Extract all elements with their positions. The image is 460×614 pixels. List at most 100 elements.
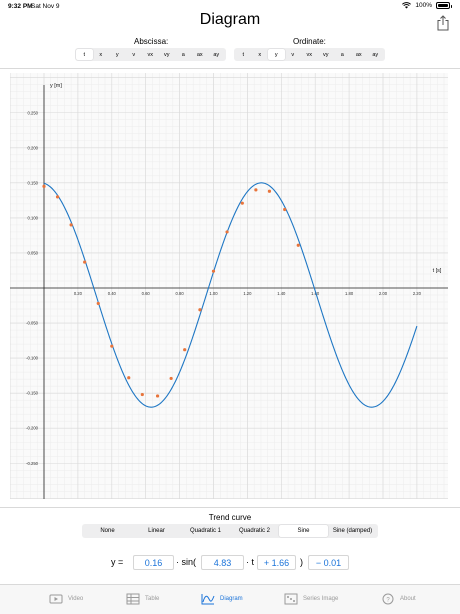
abscissa-option-t[interactable]: t (76, 49, 93, 60)
tab-video[interactable]: Video (49, 592, 83, 606)
ordinate-option-x[interactable]: x (258, 51, 262, 58)
ordinate-option-t[interactable]: t (242, 51, 245, 58)
data-point (254, 188, 258, 192)
y-tick-label: -0.150 (26, 391, 39, 396)
ordinate-option-ay[interactable]: ay (372, 51, 379, 58)
ordinate-option-vy[interactable]: vy (323, 51, 329, 58)
formula-sin-open: · sin( (176, 557, 196, 567)
battery-percent: 100% (415, 2, 432, 9)
data-point (240, 201, 244, 205)
abscissa-label: Abscissa: (134, 37, 169, 46)
ordinate-selector: t x y v vx vy a ax ay (234, 48, 385, 61)
trend-option-linear[interactable]: Linear (148, 528, 165, 534)
abscissa-option-x[interactable]: x (99, 51, 103, 58)
param-b-field[interactable]: 4.83 (201, 555, 244, 570)
y-tick-label: -0.250 (26, 461, 39, 466)
x-tick-label: 0.40 (108, 291, 117, 296)
formula-y-equals: y = (111, 557, 124, 567)
ordinate-option-a[interactable]: a (340, 51, 344, 58)
data-point (110, 344, 114, 348)
abscissa-option-a[interactable]: a (181, 51, 185, 58)
data-point (96, 301, 100, 306)
data-point (42, 184, 46, 188)
y-tick-label: -0.050 (26, 321, 39, 326)
param-d-field[interactable]: − 0.01 (308, 555, 349, 570)
y-axis-label: y [m] (50, 83, 62, 89)
ordinate-option-ax[interactable]: ax (355, 51, 362, 58)
data-point (183, 348, 187, 352)
data-point (69, 223, 73, 227)
data-point (55, 195, 60, 199)
series-image-icon (284, 593, 298, 605)
tab-series-image[interactable]: Series Image (284, 592, 338, 606)
abscissa-option-y[interactable]: y (115, 51, 119, 58)
about-icon: ? (382, 593, 394, 605)
trend-option-quadratic-1[interactable]: Quadratic 1 (189, 528, 222, 534)
abscissa-option-ay[interactable]: ay (213, 51, 220, 58)
trend-option-quadratic-2[interactable]: Quadratic 2 (238, 528, 271, 534)
y-tick-label: -0.200 (26, 426, 39, 431)
abscissa-option-ax[interactable]: ax (196, 51, 203, 58)
trend-option-sine-damped[interactable]: Sine (damped) (332, 528, 373, 534)
data-point (140, 392, 144, 397)
y-tick-label: 0.100 (28, 215, 39, 220)
abscissa-option-v[interactable]: v (132, 51, 136, 58)
trend-option-none[interactable]: None (100, 528, 115, 534)
ordinate-option-vx[interactable]: vx (306, 51, 313, 58)
ordinate-option-y[interactable]: y (268, 49, 285, 60)
tab-table-label: Table (145, 596, 160, 602)
tab-bar: Video Table Diagram Series Image ? About (0, 584, 460, 614)
tab-about-label: About (400, 596, 416, 602)
top-divider (0, 68, 460, 69)
status-right: 100% (402, 2, 452, 9)
diagram-icon (201, 594, 215, 605)
y-tick-label: 0.150 (28, 180, 39, 185)
data-point (83, 260, 87, 264)
data-point (296, 243, 300, 247)
status-bar: 9:32 PM Sat Nov 9 100% (0, 0, 460, 14)
tab-table[interactable]: Table (126, 592, 159, 606)
video-icon (49, 594, 63, 604)
data-point (211, 269, 216, 273)
abscissa-option-vx[interactable]: vx (147, 51, 154, 58)
formula-close-paren: ) (300, 557, 303, 567)
data-point (155, 394, 160, 398)
battery-icon (436, 2, 452, 9)
x-tick-label: 1.00 (209, 291, 218, 296)
x-tick-label: 2.20 (413, 291, 422, 296)
x-tick-label: 1.40 (277, 291, 286, 296)
y-tick-label: -0.100 (26, 356, 39, 361)
tab-video-label: Video (68, 596, 84, 602)
abscissa-option-vy[interactable]: vy (164, 51, 170, 58)
tab-diagram-label: Diagram (220, 596, 243, 602)
data-point (267, 189, 272, 193)
page-title: Diagram (199, 11, 261, 28)
data-point (225, 230, 229, 234)
y-tick-label: 0.250 (28, 110, 39, 115)
data-point (283, 207, 287, 212)
wifi-icon (402, 2, 412, 9)
param-c-field[interactable]: + 1.66 (257, 555, 296, 570)
y-tick-label: 0.050 (28, 250, 39, 255)
diagram-chart[interactable]: 0.20 0.40 0.60 0.80 1.00 1.20 1.40 1.60 1.80 2.00… (10, 73, 448, 499)
data-point (127, 376, 131, 380)
ordinate-label: Ordinate: (293, 37, 326, 46)
formula-t-multiply: · t (246, 557, 254, 567)
share-icon[interactable] (436, 15, 450, 31)
tab-series-image-label: Series Image (303, 596, 339, 602)
x-tick-label: 0.60 (142, 291, 151, 296)
trend-curve-selector: None Linear Quadratic 1 Quadratic 2 Sine Sine… (82, 524, 378, 538)
x-tick-label: 1.80 (345, 291, 354, 296)
trend-curve-line (43, 182, 418, 408)
x-tick-label: 0.80 (176, 291, 185, 296)
ordinate-option-v[interactable]: v (291, 51, 295, 58)
x-tick-label: 1.20 (243, 291, 252, 296)
x-tick-label: 0.20 (74, 291, 83, 296)
x-axis-label: t [s] (433, 268, 442, 274)
tab-diagram[interactable]: Diagram (201, 592, 243, 606)
tab-about[interactable]: ? About (381, 592, 416, 606)
param-a-field[interactable]: 0.16 (133, 555, 174, 570)
trend-option-sine[interactable]: Sine (279, 525, 328, 537)
data-point (169, 376, 173, 381)
trend-curve-title: Trend curve (208, 513, 252, 522)
